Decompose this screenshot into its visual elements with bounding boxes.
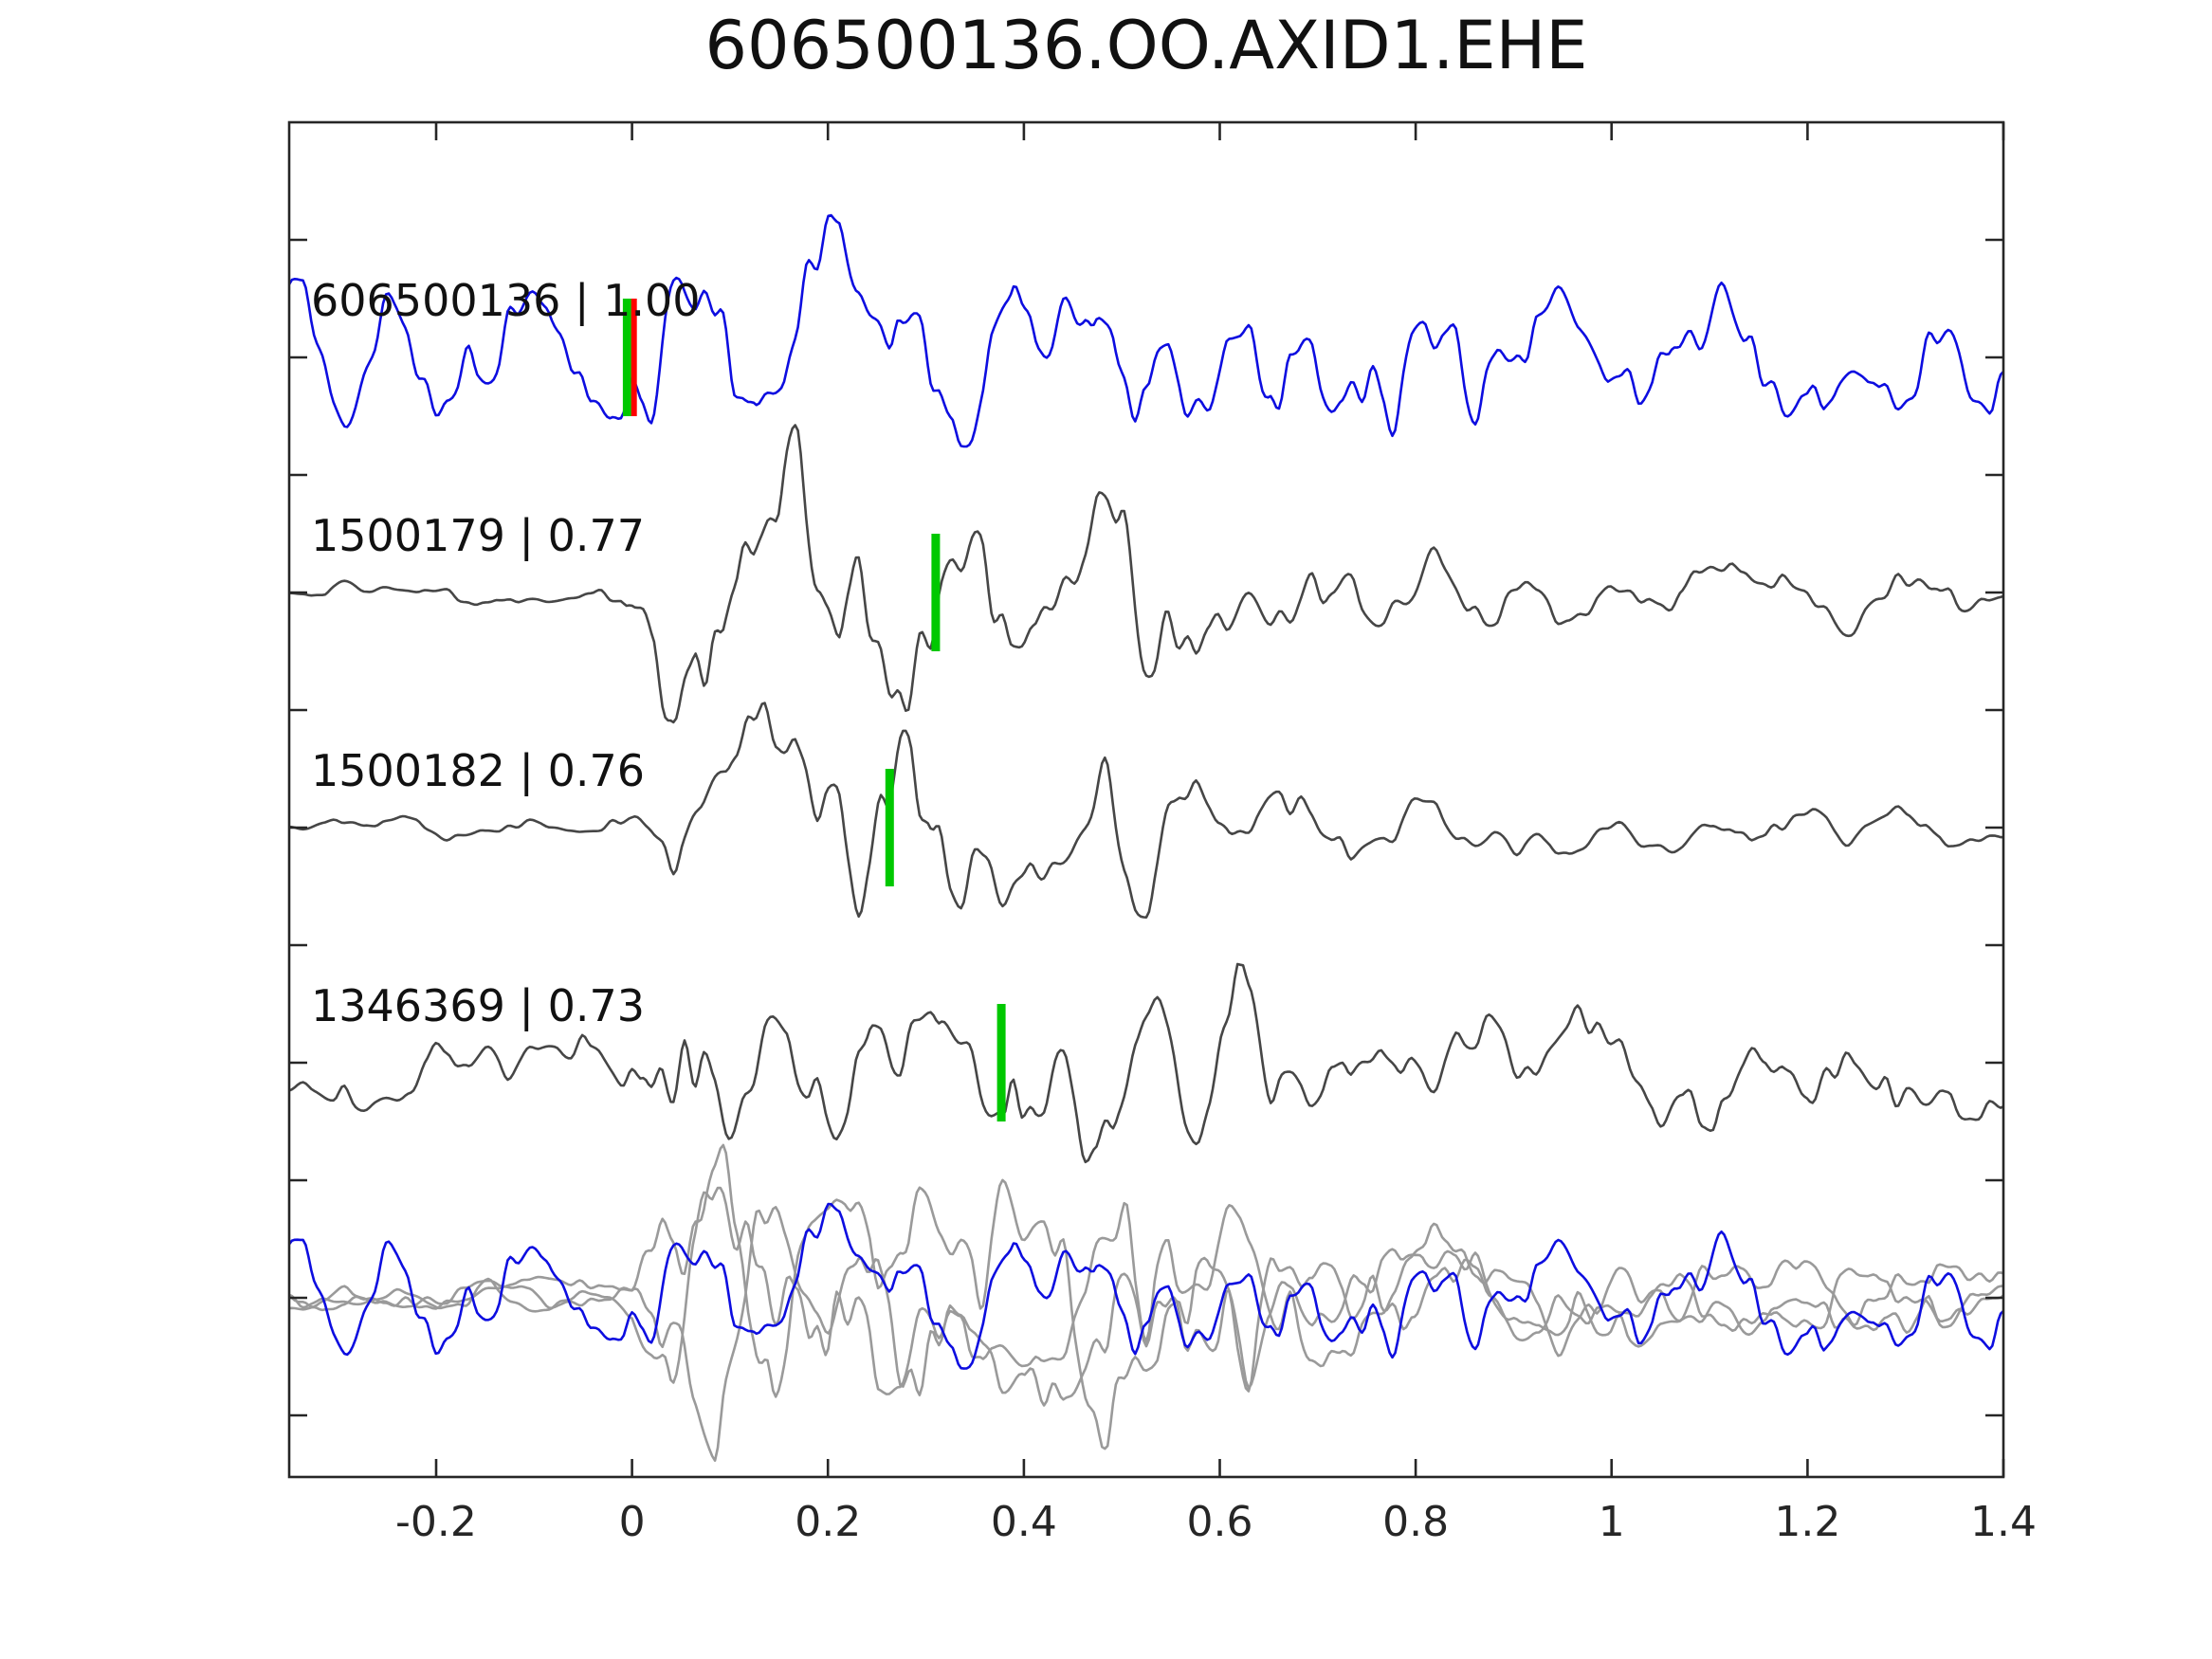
pick-marker-red-606500136: [631, 299, 637, 416]
pick-markers-group: [622, 299, 1006, 1121]
pick-marker-green-606500136: [622, 299, 631, 416]
axes-box: [287, 120, 2005, 1479]
x-tick-label: 1.2: [1774, 1498, 1841, 1546]
trace-waveform-1346369: [289, 962, 2003, 1164]
x-tick-label: 0: [618, 1498, 646, 1546]
x-tick-label: 0.6: [1186, 1498, 1253, 1546]
trace-label-1346369: 1346369 | 0.73: [311, 980, 646, 1032]
trace-label-1500182: 1500182 | 0.76: [311, 745, 646, 796]
x-tick-label: 0.8: [1382, 1498, 1450, 1546]
axes-frame: [287, 120, 2005, 1479]
pick-marker-green-1500179: [931, 534, 941, 651]
pick-marker-green-1500182: [885, 769, 894, 886]
pick-marker-green-1346369: [996, 1004, 1006, 1121]
overlay-waveform-3: [289, 1202, 2003, 1370]
trace-label-606500136: 606500136 | 1.00: [311, 275, 701, 326]
x-tick-label: 1.4: [1970, 1498, 2037, 1546]
x-tick-label: 0.4: [990, 1498, 1057, 1546]
trace-waveform-1500179: [289, 424, 2003, 724]
overlay-waveform-2: [289, 1186, 2003, 1395]
trace-label-1500179: 1500179 | 0.77: [311, 510, 646, 561]
traces-group: [289, 213, 2003, 1462]
overlay-waveform-1: [289, 1206, 2003, 1462]
trace-waveform-1500182: [289, 702, 2003, 920]
overlay-waveform-0: [289, 1143, 2003, 1450]
trace-waveform-606500136: [289, 213, 2003, 448]
x-tick-label: 0.2: [795, 1498, 862, 1546]
x-tick-label: -0.2: [395, 1498, 477, 1546]
plot-title: 606500136.OO.AXID1.EHE: [704, 7, 1588, 84]
x-tick-label: 1: [1598, 1498, 1625, 1546]
